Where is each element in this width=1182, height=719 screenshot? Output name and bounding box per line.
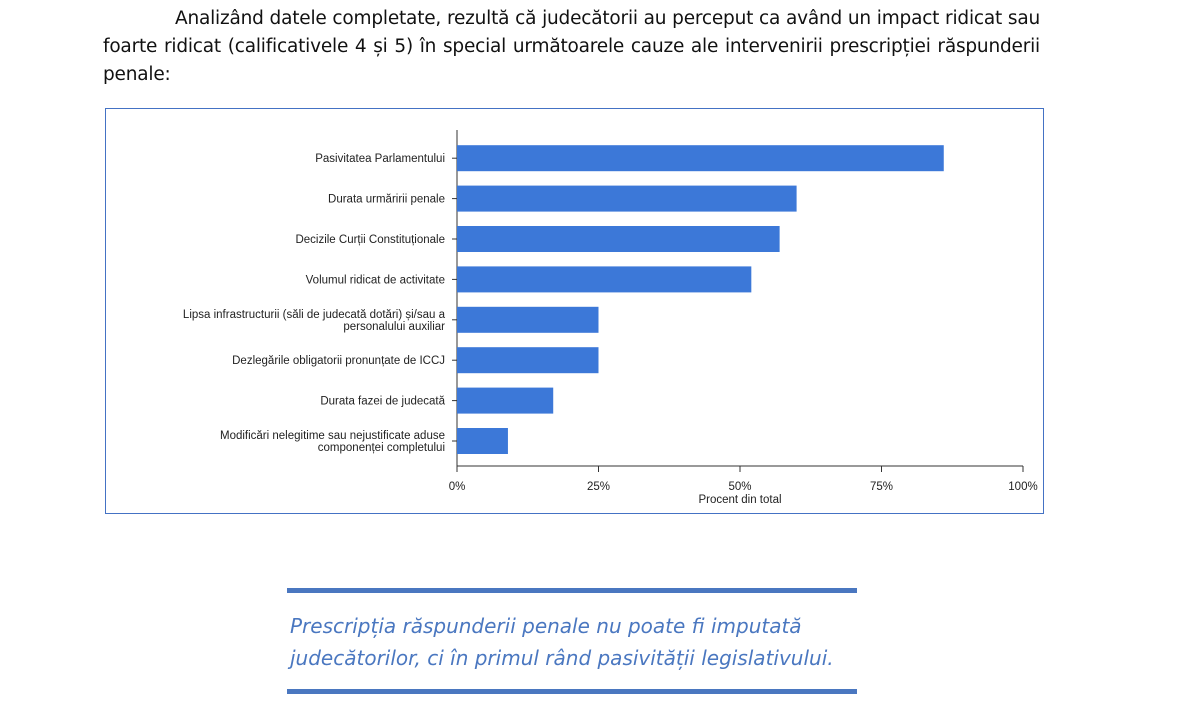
quote-bottom-rule bbox=[287, 689, 857, 694]
quote-top-rule bbox=[287, 588, 857, 593]
category-label: Modificări nelegitime sau nejustificate … bbox=[220, 430, 445, 442]
category-label: personalului auxiliar bbox=[343, 321, 445, 333]
bar bbox=[457, 428, 508, 454]
category-label: Dezlegările obligatorii pronunțate de IC… bbox=[232, 355, 445, 367]
x-tick-label: 50% bbox=[728, 481, 751, 493]
bar bbox=[457, 266, 752, 293]
category-label: Pasivitatea Parlamentului bbox=[315, 153, 445, 165]
quote-line-2: judecătorilor, ci în primul rând pasivit… bbox=[290, 646, 834, 670]
x-tick-label: 75% bbox=[870, 481, 893, 493]
category-label: Durata urmăririi penale bbox=[328, 194, 445, 206]
category-label: Lipsa infrastructurii (săli de judecată … bbox=[183, 309, 446, 321]
x-tick-label: 100% bbox=[1008, 481, 1037, 493]
x-axis-title: Procent din total bbox=[698, 494, 781, 506]
category-label: Durata fazei de judecată bbox=[320, 396, 445, 408]
intro-paragraph: Analizând datele completate, rezultă că … bbox=[103, 8, 1040, 85]
bar bbox=[457, 185, 797, 212]
quote-line-1: Prescripția răspunderii penale nu poate … bbox=[290, 614, 802, 638]
chart-svg: Pasivitatea Parlamentului Durata urmăriri… bbox=[183, 130, 1038, 506]
pull-quote: Prescripția răspunderii penale nu poate … bbox=[290, 610, 890, 674]
x-tick-label: 25% bbox=[587, 481, 610, 493]
category-label: Decizile Curții Constituționale bbox=[295, 234, 445, 246]
bar bbox=[457, 306, 599, 333]
bar bbox=[457, 226, 780, 252]
category-label: Volumul ridicat de activitate bbox=[306, 274, 445, 286]
category-label: componenței completului bbox=[318, 442, 445, 454]
bar bbox=[457, 387, 554, 414]
bar-chart: Pasivitatea Parlamentului Durata urmăriri… bbox=[105, 108, 1044, 514]
bar bbox=[457, 347, 599, 374]
bar bbox=[457, 145, 944, 172]
x-tick-label: 0% bbox=[449, 481, 466, 493]
